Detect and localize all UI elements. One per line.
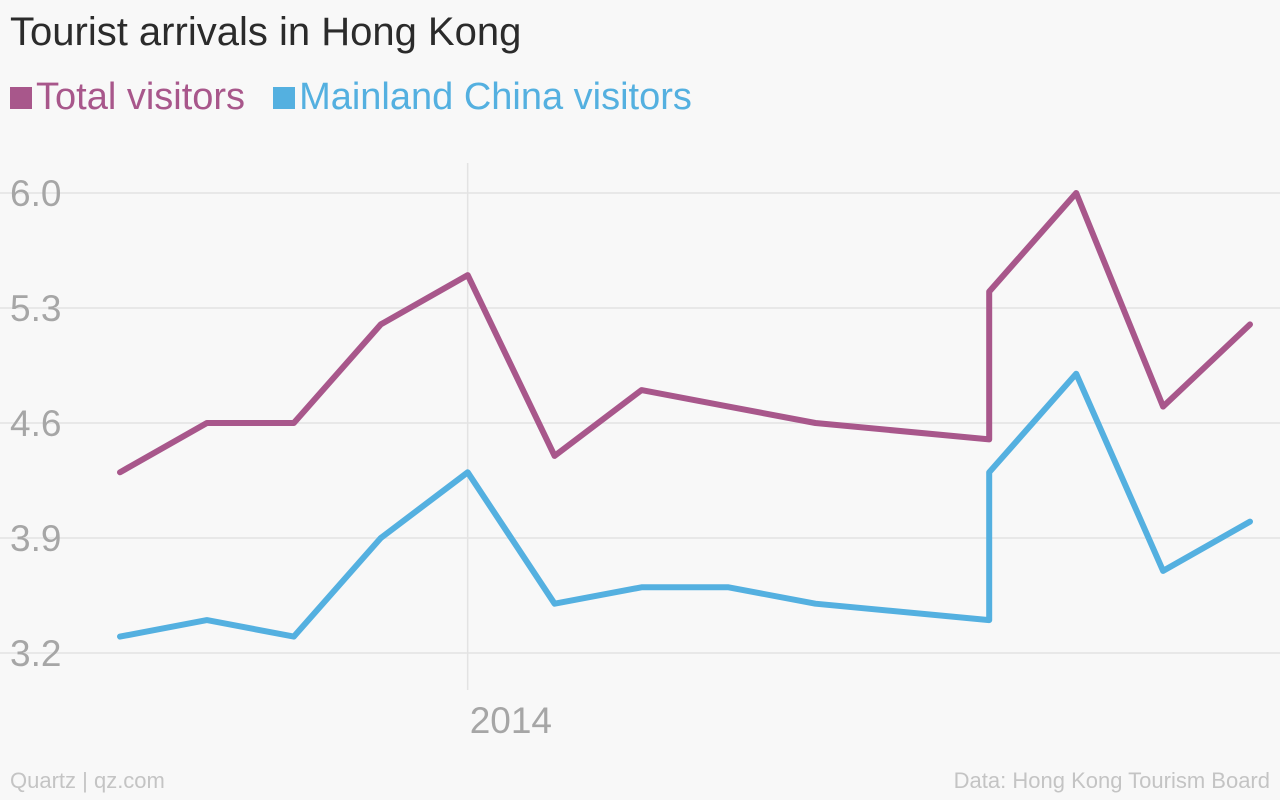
series-line-total-visitors [117, 190, 1253, 476]
legend-item-mainland: Mainland China visitors [273, 76, 692, 119]
footer-source-credit: Quartz | qz.com [10, 768, 165, 793]
y-tick-label: 4.6 [10, 403, 61, 444]
legend-item-total: Total visitors [10, 76, 245, 119]
chart-legend: Total visitors Mainland China visitors [10, 76, 692, 119]
y-tick-label: 3.2 [10, 633, 61, 674]
footer-data-credit: Data: Hong Kong Tourism Board [953, 768, 1270, 793]
y-tick-label: 3.9 [10, 518, 61, 559]
chart-title: Tourist arrivals in Hong Kong [10, 10, 522, 54]
y-tick-label: 5.3 [10, 288, 61, 329]
x-tick-label: 2014 [470, 700, 552, 741]
legend-label-mainland: Mainland China visitors [299, 76, 692, 118]
y-tick-label: 6.0 [10, 173, 61, 214]
legend-label-total: Total visitors [36, 76, 246, 118]
legend-swatch-total [10, 86, 32, 109]
series-line-mainland-china-visitors [117, 370, 1253, 640]
legend-swatch-mainland [273, 86, 296, 109]
